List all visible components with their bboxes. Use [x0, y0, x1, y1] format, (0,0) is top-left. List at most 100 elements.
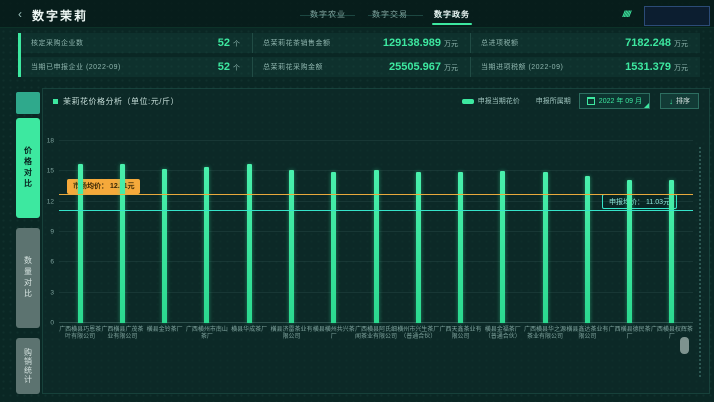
market-average-line [59, 193, 693, 195]
company-label: 广西横县巧恩茶叶有限公司 [59, 327, 102, 340]
stats-grid: 核定采购企业数 52 个 总茉莉花茶销售金额 129138.989 万元 总进项税额… [21, 33, 700, 77]
scrollbar-thumb[interactable] [680, 337, 689, 354]
price-bar [246, 164, 252, 323]
stat-value: 52 个 [218, 37, 240, 49]
back-chevron-icon[interactable]: ‹ [18, 7, 22, 21]
minimap-box[interactable] [644, 6, 710, 26]
company-label: 广西横县广茂茶业有限公司 [101, 327, 144, 340]
price-bar [458, 172, 464, 323]
stat-label: 核定采购企业数 [31, 40, 84, 47]
stat-declared-enterprises: 当期已申报企业 (2022-09) 52 个 [21, 57, 252, 77]
divider [436, 15, 462, 16]
divider [300, 15, 355, 16]
price-bar [669, 180, 675, 323]
stat-label: 总茉莉花采购金额 [263, 64, 323, 71]
stat-label: 当期进项税额 (2022-09) [481, 64, 564, 71]
price-bar [119, 164, 125, 323]
sort-arrow-icon: ↓ [669, 96, 673, 106]
page-title: 数字茉莉 [32, 9, 89, 23]
side-tab-quantity-compare[interactable]: 数量对比 [16, 228, 40, 328]
stat-label: 总进项税额 [481, 40, 519, 47]
x-axis-labels: 广西横县巧恩茶叶有限公司 广西横县广茂茶业有限公司 横县金铃茶厂 广西横州市南山茶厂横… [59, 327, 693, 369]
stat-value: 1531.379 万元 [625, 61, 688, 73]
company-label: 横县华成茶厂 [231, 327, 268, 333]
declared-average-tooltip: 申报均价： 11.03元 [602, 194, 677, 210]
company-label: 广西天鑫茶业有限公司 [439, 327, 482, 340]
stat-value: 52 个 [218, 61, 240, 73]
price-bar [500, 171, 506, 323]
price-bar [373, 170, 379, 323]
rail-notch-decoration [16, 92, 40, 114]
company-label: 横县金铃茶厂 [146, 327, 183, 333]
stat-total-tea-sales: 总茉莉花茶销售金额 129138.989 万元 [252, 33, 470, 53]
stat-total-flower-purchase: 总茉莉花采购金额 25505.967 万元 [252, 57, 470, 77]
price-bar [162, 169, 168, 323]
price-bar [584, 176, 590, 323]
y-tick-label: 15 [46, 167, 54, 175]
tab-digital-agriculture[interactable]: 数字农业 [310, 9, 346, 19]
calendar-icon [586, 97, 595, 105]
dotted-column-decoration [699, 147, 701, 377]
chart-title-row: 茉莉花价格分析（单位:元/斤） [53, 96, 179, 107]
chart-title: 茉莉花价格分析（单位:元/斤） [63, 97, 179, 106]
stat-approved-enterprises: 核定采购企业数 52 个 [21, 33, 252, 53]
stat-number: 129138.989 [382, 37, 441, 49]
company-label: 广西横县权辉茶厂 [650, 327, 693, 340]
stat-number: 7182.248 [625, 37, 671, 49]
company-label: 广西横县华之源茶业有限公司 [524, 327, 567, 340]
company-label: 横县金福茶厂（普通合伙） [484, 327, 521, 340]
stat-number: 52 [217, 37, 230, 49]
period-select[interactable]: 2022 年 09 月 [578, 93, 650, 109]
price-bar [204, 167, 210, 323]
slashes-decoration: ///// [622, 9, 630, 19]
company-label: 广西横州市南山茶厂 [185, 327, 228, 340]
chart-controls: 申报当期花价 申报所属期 2022 年 09 月 ↓ 排序 [461, 93, 699, 109]
gridline [59, 140, 693, 141]
stat-number: 1531.379 [625, 61, 671, 73]
price-bar [331, 172, 337, 323]
stat-unit: 个 [233, 65, 240, 72]
declared-average-line [59, 210, 693, 212]
stat-label: 总茉莉花茶销售金额 [263, 40, 331, 47]
company-label: 横县济雷茶业有限公司 [270, 327, 313, 340]
stat-label: 当期已申报企业 (2022-09) [31, 64, 121, 71]
stats-row: 核定采购企业数 52 个 总茉莉花茶销售金额 129138.989 万元 总进项税额… [18, 33, 700, 77]
price-bar [542, 172, 548, 323]
y-tick-label: 3 [50, 289, 54, 297]
y-tick-label: 9 [50, 228, 54, 236]
sort-button-label: 排序 [676, 98, 690, 105]
top-bar: ‹ 数字茉莉 数字农业 数字交易 数字政务 ///// [0, 0, 714, 28]
stat-value: 7182.248 万元 [625, 37, 688, 49]
stat-value: 129138.989 万元 [383, 37, 458, 49]
stat-unit: 万元 [674, 41, 688, 48]
legend-swatch-icon [461, 98, 474, 104]
price-bar [627, 180, 633, 323]
stats-accent-bar [18, 33, 21, 77]
y-axis: 0 3 6 9 12 15 18 [43, 137, 56, 327]
y-tick-label: 18 [46, 137, 54, 145]
company-label: 横县鑫达茶业有限公司 [566, 327, 609, 340]
company-label: 横州市兴生茶厂（普通合伙） [397, 327, 440, 340]
side-tab-price-compare[interactable]: 价格对比 [16, 118, 40, 218]
price-bar [415, 172, 421, 323]
stat-unit: 万元 [444, 41, 458, 48]
stat-unit: 个 [233, 41, 240, 48]
divider [368, 15, 423, 16]
sort-button[interactable]: ↓ 排序 [660, 93, 699, 109]
period-label: 申报所属期 [535, 98, 571, 105]
stat-number: 52 [217, 61, 230, 73]
period-value: 2022 年 09 月 [598, 98, 642, 105]
y-tick-label: 6 [50, 258, 54, 266]
bullet-icon [53, 99, 58, 104]
tab-digital-trade[interactable]: 数字交易 [372, 9, 408, 19]
stat-unit: 万元 [674, 65, 688, 72]
legend-label: 申报当期花价 [477, 98, 520, 105]
price-bar [77, 164, 83, 323]
plot-area: 市场均价： 12.71元 申报均价： 11.03元 [59, 140, 693, 323]
top-nav-tabs: 数字农业 数字交易 数字政务 [310, 0, 472, 28]
side-tab-purchase-sales-stats[interactable]: 购销统计 [16, 338, 40, 394]
stat-total-input-tax: 总进项税额 7182.248 万元 [470, 33, 700, 53]
company-label: 广西横县阿氏细闻茶业有限公司 [354, 327, 397, 340]
tab-digital-government[interactable]: 数字政务 [432, 5, 472, 25]
